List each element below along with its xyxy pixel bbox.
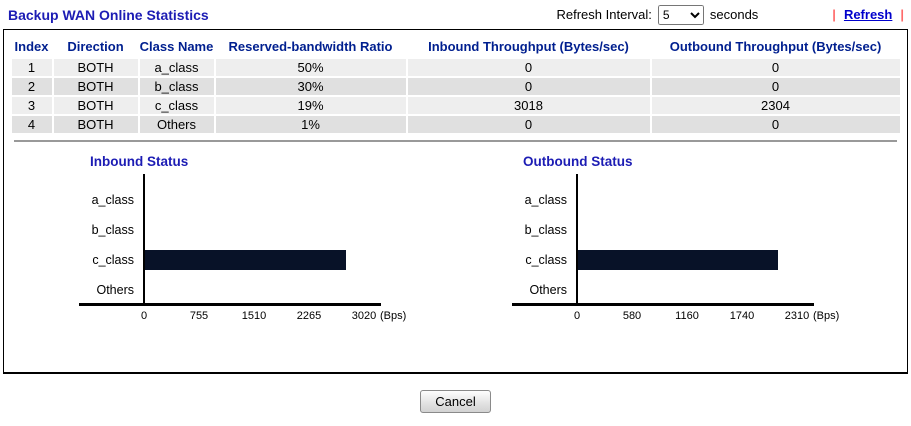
x-tick-label: 0: [573, 310, 581, 322]
top-bar: Backup WAN Online Statistics Refresh Int…: [0, 0, 911, 29]
x-tick-label: 1740: [729, 310, 755, 322]
charts-row: Inbound Status a_class b_class c_class Othe…: [4, 148, 907, 328]
x-tick-label: 755: [189, 310, 209, 322]
table-cell: 1: [11, 59, 52, 76]
inbound-status-chart: Inbound Status a_class b_class c_class Othe…: [76, 148, 466, 328]
x-tick-label: 2265: [296, 310, 322, 322]
category-label: b_class: [524, 223, 567, 237]
column-header: Inbound Throughput (Bytes/sec): [407, 36, 650, 57]
separator-pipe-right: |: [900, 7, 904, 22]
column-header: Outbound Throughput (Bytes/sec): [651, 36, 900, 57]
x-tick-label: 1510: [241, 310, 267, 322]
refresh-interval-label: Refresh Interval:: [556, 7, 652, 22]
table-cell: 0: [407, 59, 650, 76]
table-cell: 0: [407, 116, 650, 133]
statistics-table: Index Direction Class Name Reserved-bandwid…: [10, 34, 902, 135]
stats-table-body: 1 BOTH a_class 50% 0 0 2 BOTH b_class 30% 0 0 3 BOTH c…: [11, 59, 900, 133]
column-header: Index: [11, 36, 52, 57]
table-cell: 0: [651, 78, 900, 95]
table-cell: 3018: [407, 97, 650, 114]
table-cell: 3: [11, 97, 52, 114]
x-tick-label: 2310: [784, 310, 810, 322]
table-cell: 30%: [215, 78, 406, 95]
table-row: 4 BOTH Others 1% 0 0: [11, 116, 900, 133]
cancel-button[interactable]: Cancel: [420, 390, 491, 413]
x-tick-label: 0: [140, 310, 148, 322]
table-row: 1 BOTH a_class 50% 0 0: [11, 59, 900, 76]
bar-c_class: [578, 250, 778, 270]
x-tick-label: 1160: [675, 310, 699, 322]
table-cell: 2: [11, 78, 52, 95]
table-cell: 50%: [215, 59, 406, 76]
table-row: 2 BOTH b_class 30% 0 0: [11, 78, 900, 95]
table-cell: 19%: [215, 97, 406, 114]
table-chart-divider: [14, 140, 897, 142]
column-header: Reserved-bandwidth Ratio: [215, 36, 406, 57]
y-axis-line: [576, 174, 578, 305]
x-tick-label: 3020: [351, 310, 377, 322]
table-cell: BOTH: [53, 78, 138, 95]
table-cell: BOTH: [53, 59, 138, 76]
table-header-row: Index Direction Class Name Reserved-bandwid…: [11, 36, 900, 57]
bar-c_class: [145, 250, 346, 270]
table-cell: 2304: [651, 97, 900, 114]
statistics-panel: Index Direction Class Name Reserved-bandwid…: [3, 29, 908, 374]
table-cell: BOTH: [53, 97, 138, 114]
category-label: a_class: [524, 193, 567, 207]
x-axis-line: [79, 303, 381, 306]
outbound-status-chart: Outbound Status a_class b_class c_class Oth…: [509, 148, 899, 328]
table-cell: 0: [407, 78, 650, 95]
table-cell: c_class: [139, 97, 214, 114]
table-cell: a_class: [139, 59, 214, 76]
chart-title: Outbound Status: [523, 154, 633, 169]
table-row: 3 BOTH c_class 19% 3018 2304: [11, 97, 900, 114]
category-label: c_class: [92, 253, 134, 267]
table-cell: BOTH: [53, 116, 138, 133]
separator-pipe-left: |: [832, 7, 836, 22]
category-label: c_class: [525, 253, 567, 267]
chart-title: Inbound Status: [90, 154, 189, 169]
table-cell: Others: [139, 116, 214, 133]
x-axis-line: [512, 303, 814, 306]
table-cell: 1%: [215, 116, 406, 133]
category-label: b_class: [91, 223, 134, 237]
refresh-controls: Refresh Interval: 5 seconds | Refresh |: [556, 4, 907, 25]
x-tick-label: 580: [622, 310, 642, 322]
column-header: Direction: [53, 36, 138, 57]
axis-unit-label: (Bps): [380, 310, 407, 322]
table-cell: 4: [11, 116, 52, 133]
column-header: Class Name: [139, 36, 214, 57]
y-axis-line: [143, 174, 145, 305]
refresh-link[interactable]: Refresh: [843, 7, 893, 22]
refresh-interval-select[interactable]: 5: [657, 4, 704, 25]
footer-row: Cancel: [0, 390, 911, 413]
category-label: a_class: [91, 193, 134, 207]
table-cell: 0: [651, 116, 900, 133]
page-title: Backup WAN Online Statistics: [8, 6, 209, 23]
table-cell: b_class: [139, 78, 214, 95]
category-label: Others: [529, 283, 567, 297]
axis-unit-label: (Bps): [813, 310, 840, 322]
table-cell: 0: [651, 59, 900, 76]
seconds-label: seconds: [709, 7, 759, 22]
category-label: Others: [96, 283, 134, 297]
